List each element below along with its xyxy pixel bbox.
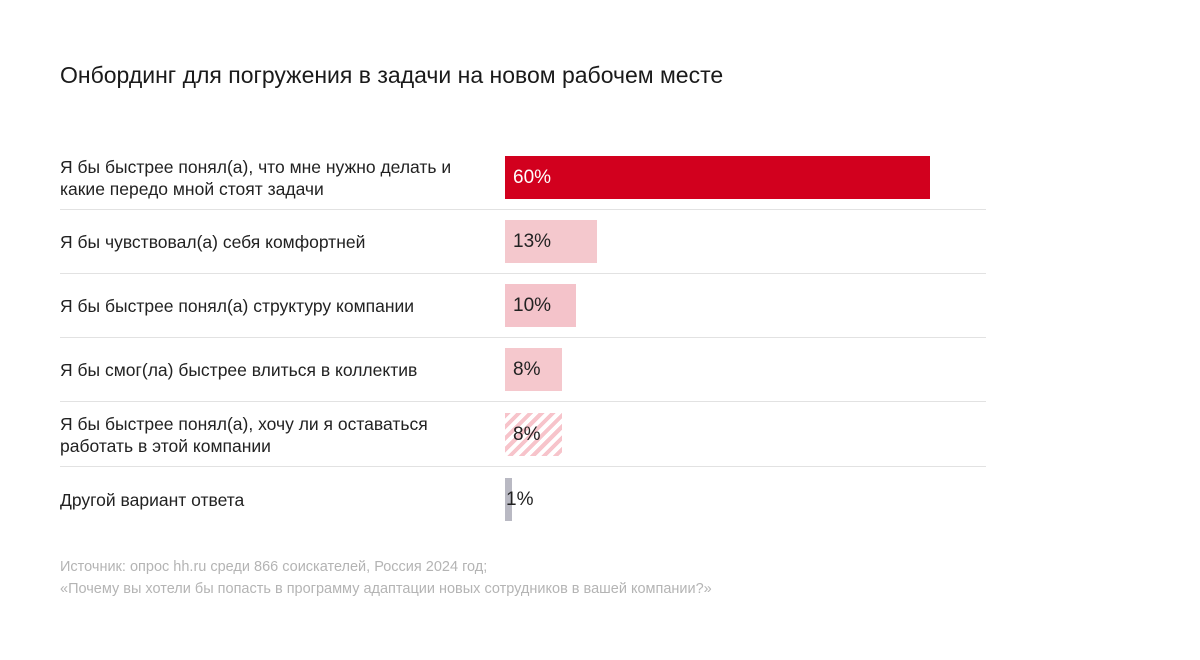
chart-row: Другой вариант ответа 1% <box>60 468 986 532</box>
bar-value-label: 8% <box>513 423 541 445</box>
bar <box>505 156 930 199</box>
category-label: Я бы чувствовал(а) себя комфортней <box>60 232 366 252</box>
bar-value-label: 60% <box>513 166 552 188</box>
row-divider <box>60 401 986 402</box>
source-note: Источник: опрос hh.ru среди 866 соискате… <box>60 556 712 600</box>
chart-row: Я бы быстрее понял(а) структуру компании… <box>60 274 986 338</box>
category-label: Я бы смог(ла) быстрее влиться в коллекти… <box>60 360 418 380</box>
bar <box>505 284 576 327</box>
chart-row: Я бы смог(ла) быстрее влиться в коллекти… <box>60 338 986 402</box>
row-divider <box>60 337 986 338</box>
row-divider <box>60 466 986 467</box>
bar <box>505 348 562 391</box>
source-line-2: «Почему вы хотели бы попасть в программу… <box>60 581 712 597</box>
bar <box>505 413 562 456</box>
category-label: Я бы быстрее понял(а), что мне нужно дел… <box>60 157 452 199</box>
category-label: Я бы быстрее понял(а), хочу ли я остават… <box>60 414 428 456</box>
row-divider <box>60 273 986 274</box>
bar <box>505 220 597 263</box>
source-line-1: Источник: опрос hh.ru среди 866 соискате… <box>60 559 488 575</box>
category-label: Я бы быстрее понял(а) структуру компании <box>60 296 415 316</box>
chart-row: Я бы чувствовал(а) себя комфортней 13% <box>60 210 986 274</box>
category-label: Другой вариант ответа <box>60 490 245 510</box>
row-divider <box>60 209 986 210</box>
chart-title: Онбординг для погружения в задачи на нов… <box>60 62 724 88</box>
bar-value-label: 1% <box>506 488 534 510</box>
bar-value-label: 10% <box>513 294 552 316</box>
chart-row: Я бы быстрее понял(а), хочу ли я остават… <box>60 403 986 467</box>
bar <box>505 478 512 521</box>
chart-row: Я бы быстрее понял(а), что мне нужно дел… <box>60 146 986 210</box>
bar-value-label: 13% <box>513 230 552 252</box>
bar-value-label: 8% <box>513 358 541 380</box>
